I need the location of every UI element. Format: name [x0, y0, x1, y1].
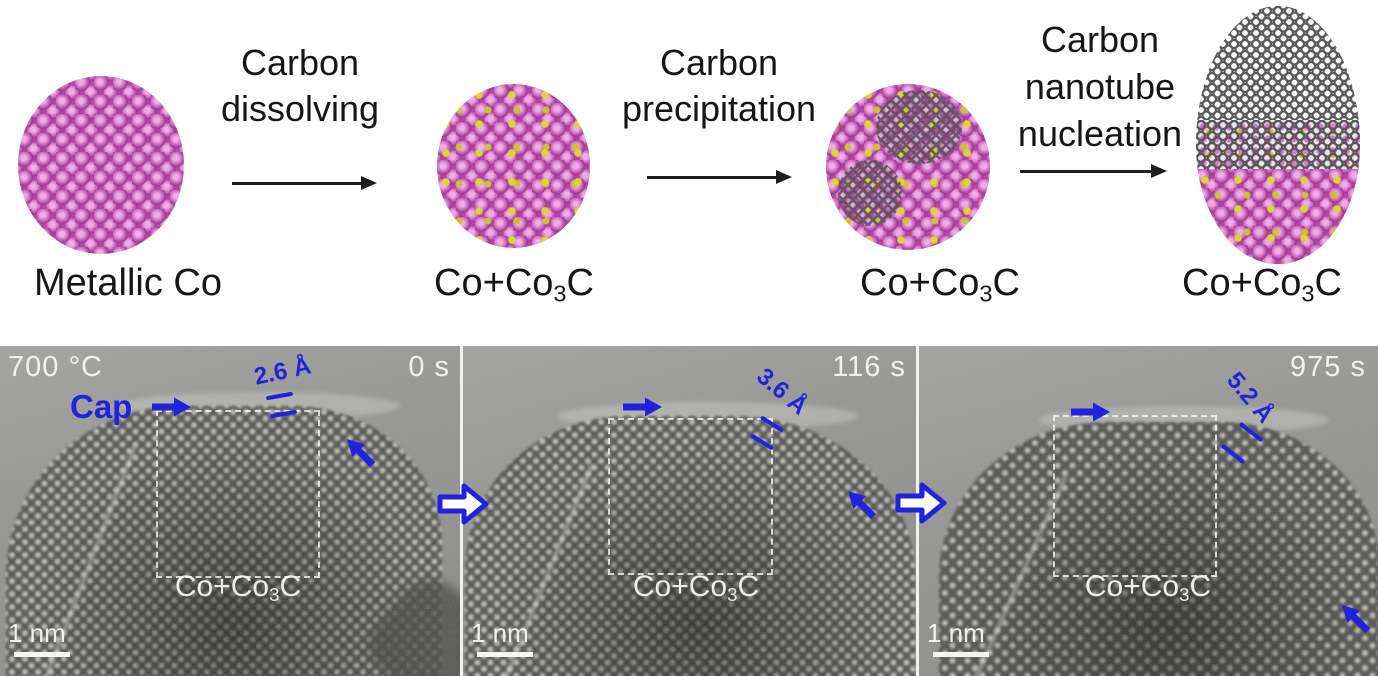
label-subscript: 3 [553, 280, 567, 307]
label-text: C [279, 570, 302, 603]
step-line: dissolving [220, 88, 380, 129]
arrow-right-icon [1071, 402, 1110, 422]
label-subscript: 3 [979, 280, 993, 307]
nanotube-nucleus [1196, 6, 1360, 264]
step-line: Carbon [659, 42, 779, 83]
scalebar-label: 1 nm [471, 618, 529, 648]
time-label: 116 s [832, 351, 906, 383]
label-text: Metallic Co [34, 262, 222, 304]
particle-label-co-co3c: Co+Co3C [384, 262, 644, 308]
label-text: C [1189, 570, 1212, 603]
scalebar [14, 652, 70, 657]
region-of-interest-box [156, 410, 320, 578]
step-carbon-precipitation: Carbon precipitation [589, 40, 849, 132]
time-label: 975 s [1290, 351, 1366, 383]
region-of-interest-box [1053, 415, 1217, 577]
cap-label: Cap [70, 388, 133, 425]
label-text: Co+Co [434, 262, 554, 304]
label-text: C [992, 262, 1020, 304]
region-of-interest-box [608, 418, 773, 575]
time-label: 0 s [408, 351, 450, 383]
region-label: Co+Co3C [606, 570, 786, 606]
step-line: precipitation [621, 88, 817, 129]
temperature-label: 700 °C [8, 351, 103, 383]
cobalt-base [1196, 168, 1360, 264]
step-line: nanotube [1024, 66, 1176, 107]
graphene-patch [838, 160, 902, 226]
step-nanotube-nucleation: Carbon nanotube nucleation [975, 16, 1225, 157]
label-subscript: 3 [269, 584, 280, 606]
hollow-arrow-right-icon [437, 483, 489, 525]
step-carbon-dissolving: Carbon dissolving [170, 40, 430, 132]
particle-label-metallic-co: Metallic Co [0, 262, 256, 305]
co-carbide-sphere [437, 84, 590, 248]
label-text: C [566, 262, 594, 304]
tem-panel-975s: 975 s 5.2 Å Co+Co3C 1 nm [919, 346, 1378, 676]
step-line: Carbon [1040, 19, 1160, 60]
particle-label-co-co3c: Co+Co3C [810, 262, 1070, 308]
scalebar [477, 652, 533, 657]
scalebar [933, 652, 989, 657]
label-subscript: 3 [1179, 584, 1190, 606]
scalebar-label: 1 nm [8, 618, 66, 648]
label-text: Co+Co [1182, 262, 1302, 304]
step-line: nucleation [1017, 113, 1183, 154]
scalebar-label: 1 nm [927, 618, 985, 648]
tem-panel-116s: 116 s 3.6 Å Co+Co3C 1 nm [463, 346, 916, 676]
region-label: Co+Co3C [148, 570, 328, 606]
label-text: Co+Co [174, 570, 270, 603]
hollow-arrow-right-icon [895, 482, 947, 524]
arrow-right-icon [232, 176, 377, 190]
label-subscript: 3 [1301, 280, 1315, 307]
arrow-right-icon [623, 397, 662, 417]
carbon-cap-mesh [1196, 6, 1360, 120]
tem-panel-0s: 700 °C 0 s Cap 2.6 Å Co+Co3C 1 nm [0, 346, 460, 676]
label-text: C [1314, 262, 1342, 304]
particle-label-co-co3c: Co+Co3C [1132, 262, 1378, 308]
schematic-row: Carbon dissolving Carbon precipitation C… [0, 6, 1378, 308]
label-text: C [737, 570, 760, 603]
label-text: Co+Co [1084, 570, 1180, 603]
label-subscript: 3 [727, 584, 738, 606]
arrow-right-icon [152, 397, 191, 417]
arrow-right-icon [647, 170, 792, 184]
label-text: Co+Co [860, 262, 980, 304]
tem-strip: 700 °C 0 s Cap 2.6 Å Co+Co3C 1 nm [0, 346, 1378, 676]
mesh-over-cobalt [1196, 119, 1360, 169]
arrow-right-icon [1020, 164, 1167, 178]
step-line: Carbon [240, 42, 360, 83]
graphene-patch [876, 90, 962, 164]
lattice-spacing-label: 2.6 Å [251, 352, 314, 391]
label-text: Co+Co [632, 570, 728, 603]
region-label: Co+Co3C [1058, 570, 1238, 606]
metallic-co-sphere [18, 76, 184, 254]
